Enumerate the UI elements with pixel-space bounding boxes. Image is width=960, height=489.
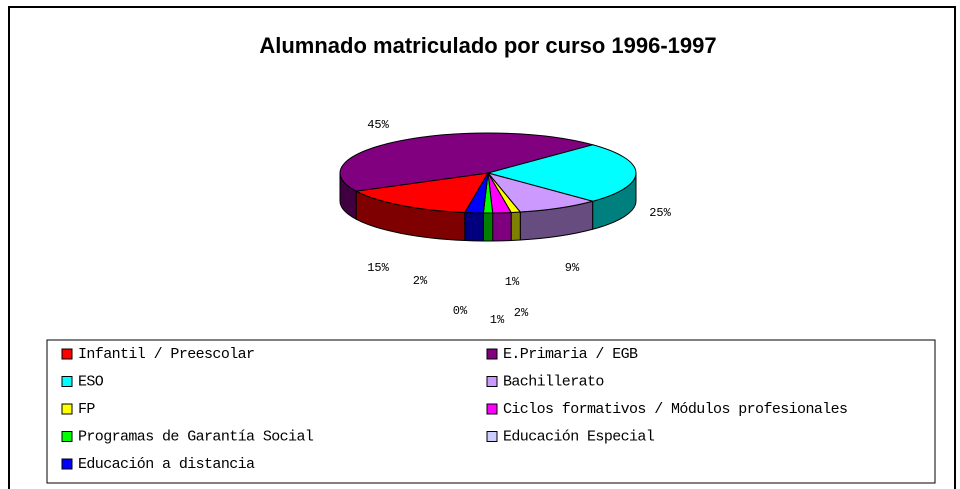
- data-label: 1%: [505, 275, 520, 289]
- legend-label: Programas de Garantía Social: [78, 428, 314, 445]
- legend-label: E.Primaria / EGB: [503, 346, 638, 363]
- legend-label: FP: [78, 401, 95, 418]
- legend-label: Educación Especial: [503, 428, 655, 445]
- legend-swatch: [61, 458, 73, 470]
- data-label: 2%: [413, 274, 428, 288]
- legend-label: Educación a distancia: [78, 456, 255, 473]
- pie-slice: [486, 172, 595, 213]
- legend-label: Bachillerato: [503, 373, 604, 390]
- legend-swatch: [486, 376, 498, 387]
- legend-swatch: [486, 431, 498, 442]
- data-label: 15%: [367, 261, 389, 275]
- legend-swatch: [486, 403, 498, 415]
- pie-slice: [486, 144, 637, 202]
- pie-slice: [354, 172, 489, 214]
- legend-swatch: [61, 431, 73, 442]
- legend-swatch: [61, 403, 73, 415]
- pie-slice: [339, 132, 595, 192]
- pie-side: [482, 212, 494, 242]
- pie-slice: [463, 172, 489, 214]
- data-label: 9%: [565, 261, 580, 275]
- data-label: 2%: [514, 306, 529, 320]
- data-label: 0%: [453, 304, 468, 318]
- legend-label: Infantil / Preescolar: [78, 346, 254, 363]
- legend-swatch: [61, 348, 73, 360]
- legend-swatch: [486, 348, 498, 360]
- data-label: 25%: [649, 206, 671, 220]
- pie-side: [464, 211, 484, 242]
- pie-side: [510, 211, 521, 242]
- legend-label: Ciclos formativos / Módulos profesionale…: [503, 401, 847, 418]
- data-label: 1%: [490, 313, 505, 327]
- legend-label: ESO: [78, 373, 104, 390]
- data-label: 45%: [367, 118, 389, 132]
- chart-title: Alumnado matriculado por curso 1996-1997: [259, 33, 716, 58]
- legend-swatch: [61, 376, 73, 387]
- pie-side: [492, 211, 512, 242]
